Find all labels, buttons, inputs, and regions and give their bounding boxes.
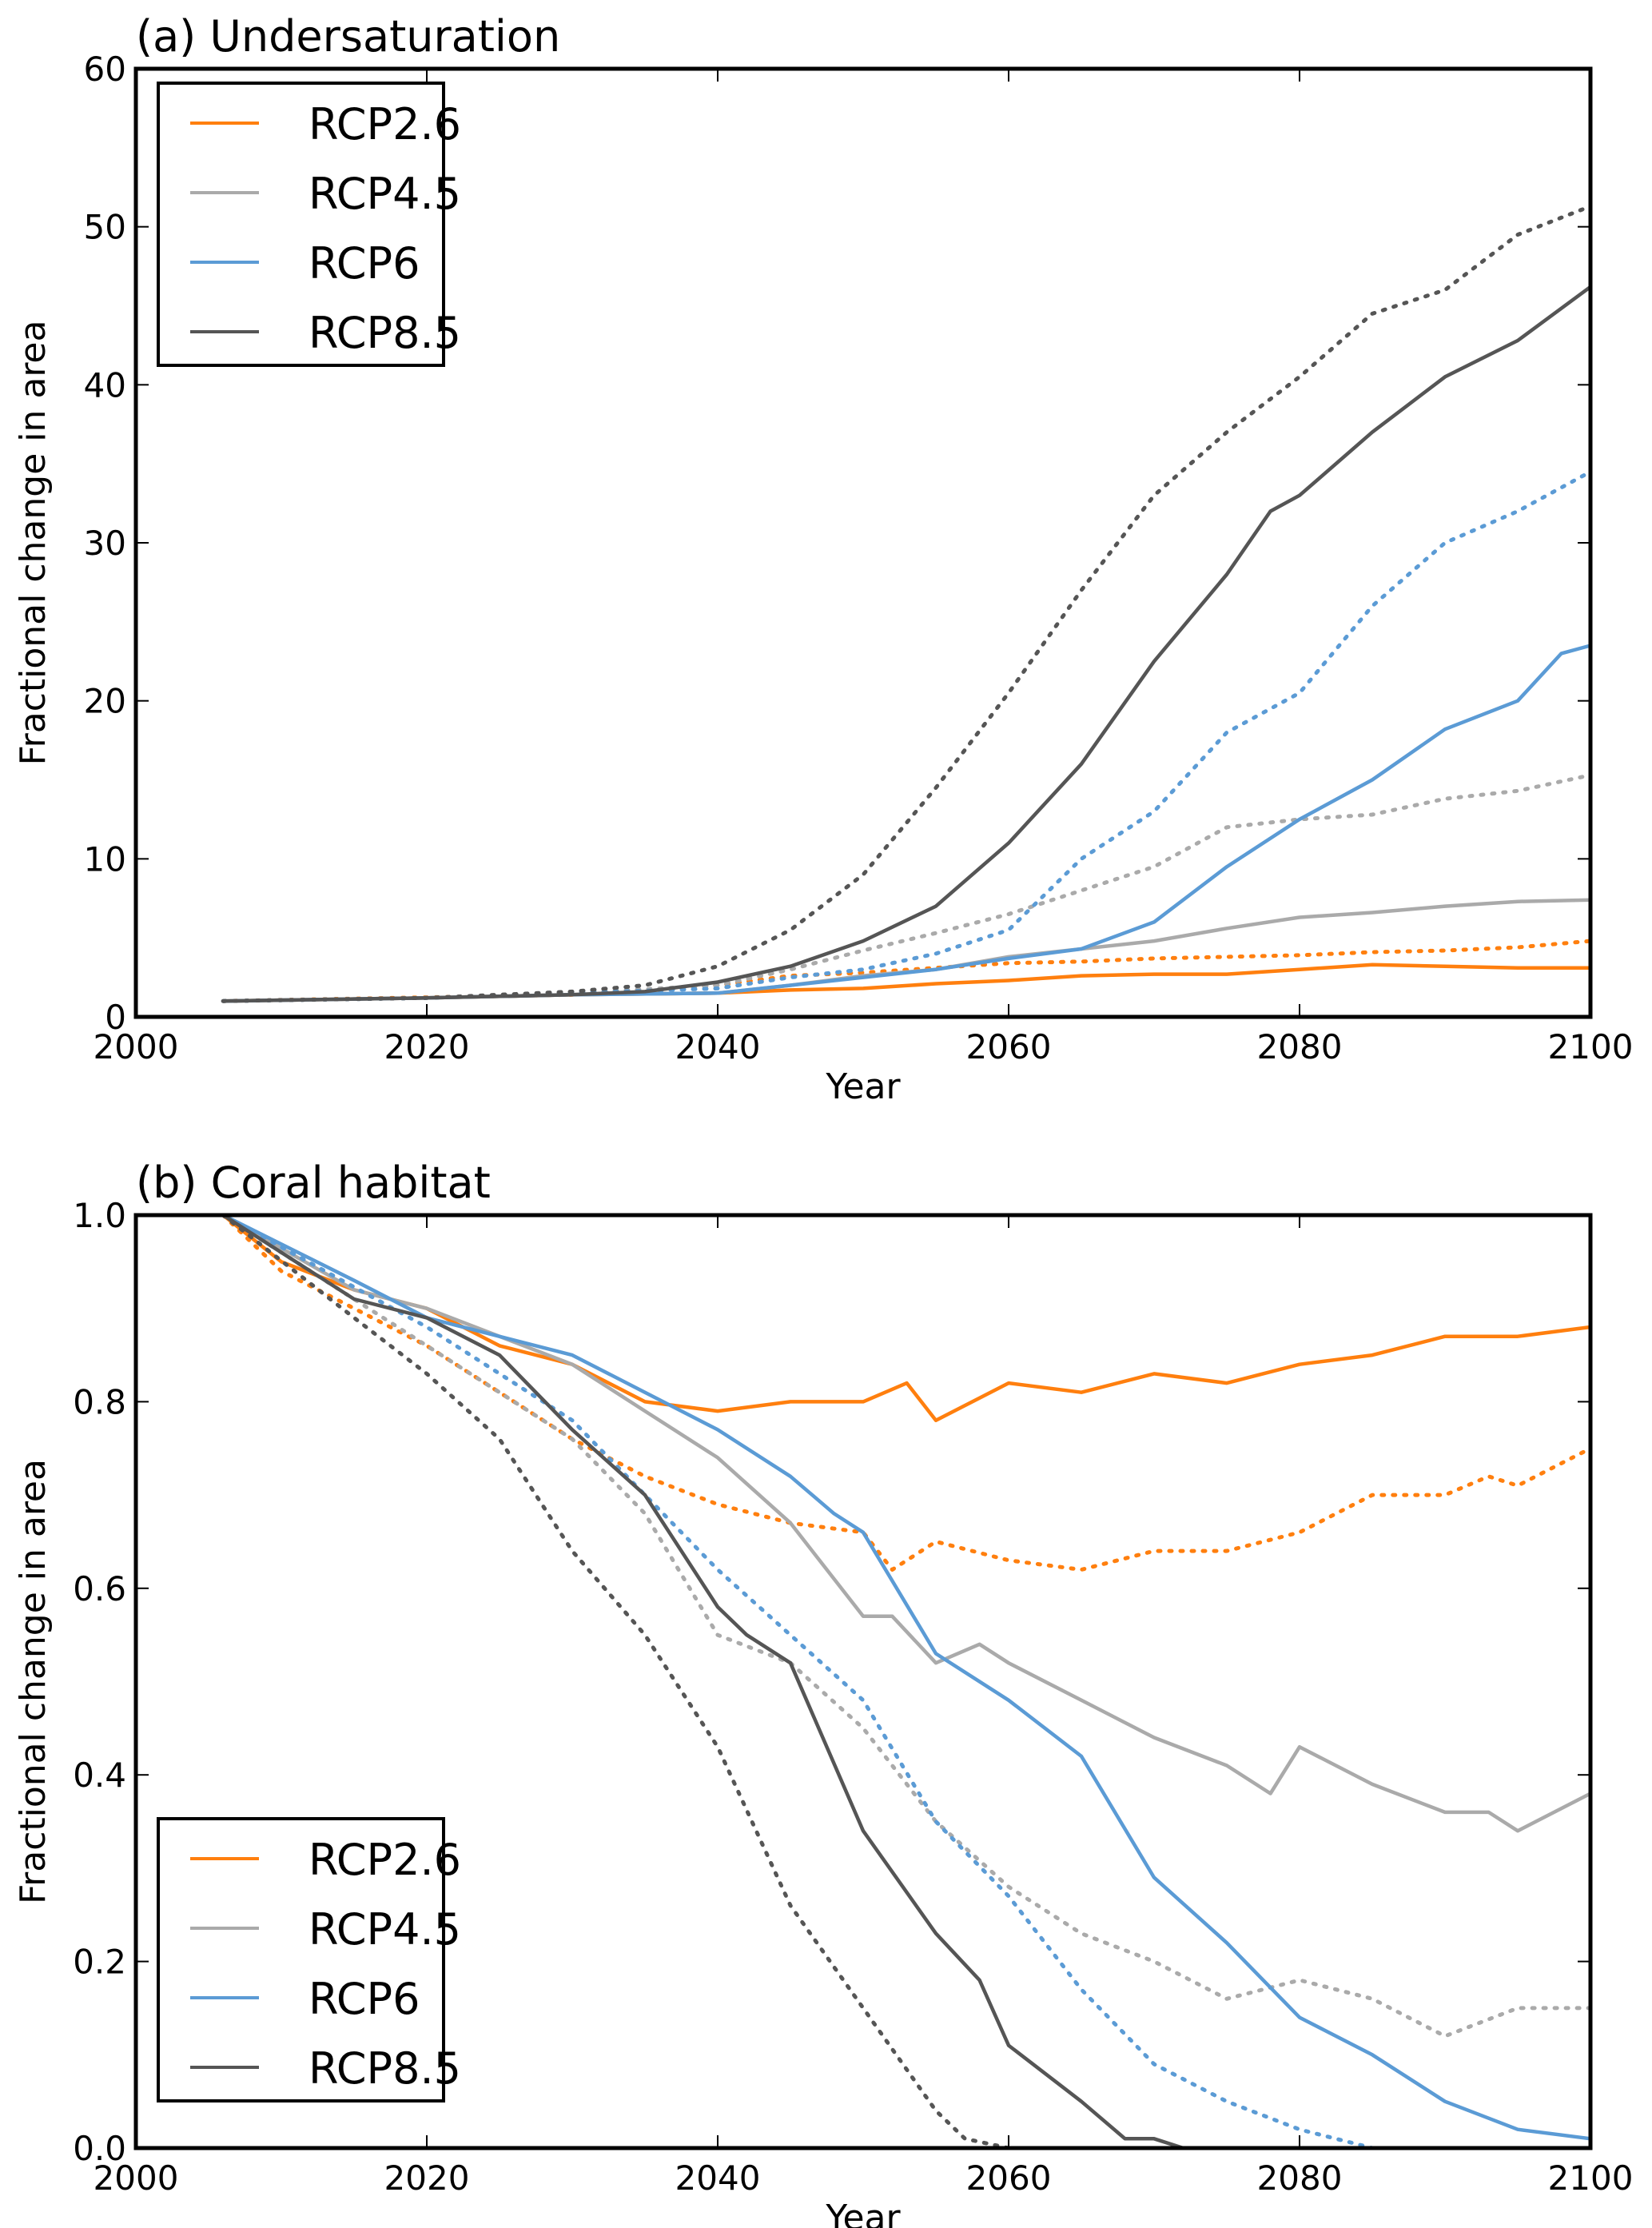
x-tick-label: 2060: [966, 1027, 1052, 1066]
series-line-RCP6-solid: [222, 1213, 1591, 2141]
series-line-scenario-1-dotted: [221, 939, 1593, 1003]
series-line-RCP4.5-solid: [222, 1214, 1592, 1833]
x-tick-label: 2000: [94, 1027, 179, 1066]
x-axis-label: Year: [825, 2198, 901, 2228]
panel-a: 2000 2020 2040 2060 2080 2100 0 10 20 30 40 50 60 (a)…: [13, 11, 1633, 1107]
series-line-RCP6-solid: [223, 644, 1591, 1003]
legend: RCP2.6 RCP4.5 RCP6 RCP8.5: [157, 1817, 461, 2102]
chart-title: (a) Undersaturation: [136, 11, 560, 62]
y-axis-label: Fractional change in area: [13, 321, 54, 766]
series-line-scenario-1-dotted: [221, 1213, 1593, 1572]
panel-b: 2000 2020 2040 2060 2080 2100 0.0 0.2 0.4 0.6 0.8 1…: [13, 1158, 1633, 2228]
y-tick-label: 10: [84, 839, 126, 879]
series-line-RCP8.5-solid: [221, 1214, 1590, 2150]
x-tick-label: 2100: [1548, 2158, 1634, 2198]
legend-label: RCP6: [309, 238, 420, 289]
x-tick-label: 2020: [384, 2158, 470, 2198]
series-line-scenario-3-dotted: [221, 773, 1593, 1003]
series-line-scenario-3-dotted: [221, 1213, 1593, 2039]
legend-label: RCP2.6: [309, 99, 461, 149]
x-axis-label: Year: [825, 1066, 901, 1107]
y-axis-label: Fractional change in area: [13, 1459, 54, 1904]
y-tick-label: 20: [84, 682, 126, 721]
x-tick-label: 2000: [94, 2158, 179, 2198]
y-tick-label: 50: [84, 208, 126, 247]
chart-title: (b) Coral habitat: [136, 1158, 491, 1208]
x-tick-label: 2100: [1548, 1027, 1634, 1066]
y-tick-label: 0: [105, 998, 126, 1037]
series-line-scenario-7-dotted: [221, 1213, 1593, 2150]
y-tick-label: 0.6: [73, 1569, 126, 1608]
series-line-RCP2.6-solid: [221, 1214, 1591, 1422]
legend: RCP2.6 RCP4.5 RCP6 RCP8.5: [157, 82, 461, 367]
y-tick-label: 30: [84, 524, 126, 563]
y-tick-label: 60: [84, 50, 126, 89]
x-tick-label: 2040: [675, 2158, 761, 2198]
legend-label: RCP6: [309, 1974, 420, 2024]
legend-label: RCP8.5: [309, 308, 461, 358]
y-tick-label: 40: [84, 365, 126, 405]
series-line-scenario-5-dotted: [221, 1213, 1593, 2150]
legend-box: [157, 82, 445, 367]
series-line-RCP8.5-solid: [223, 285, 1592, 1003]
legend-label: RCP2.6: [309, 1835, 461, 1885]
x-tick-label: 2060: [966, 2158, 1052, 2198]
legend-label: RCP4.5: [309, 1904, 461, 1955]
y-tick-label: 0.2: [73, 1943, 126, 1982]
legend-box: [157, 1817, 445, 2102]
x-tick-label: 2080: [1257, 2158, 1343, 2198]
y-tick-label: 0.4: [73, 1756, 126, 1795]
y-tick-label: 0.8: [73, 1382, 126, 1421]
x-tick-label: 2040: [675, 1027, 761, 1066]
series-line-scenario-5-dotted: [221, 469, 1593, 1003]
legend-label: RCP4.5: [309, 169, 461, 219]
y-tick-label: 1.0: [73, 1196, 126, 1235]
legend-label: RCP8.5: [309, 2043, 461, 2094]
plot-frame: [133, 1213, 1593, 2150]
x-tick-label: 2080: [1257, 1027, 1343, 1066]
series-line-scenario-7-dotted: [221, 204, 1593, 1003]
x-tick-label: 2020: [384, 1027, 470, 1066]
y-tick-label: 0.0: [73, 2129, 126, 2168]
